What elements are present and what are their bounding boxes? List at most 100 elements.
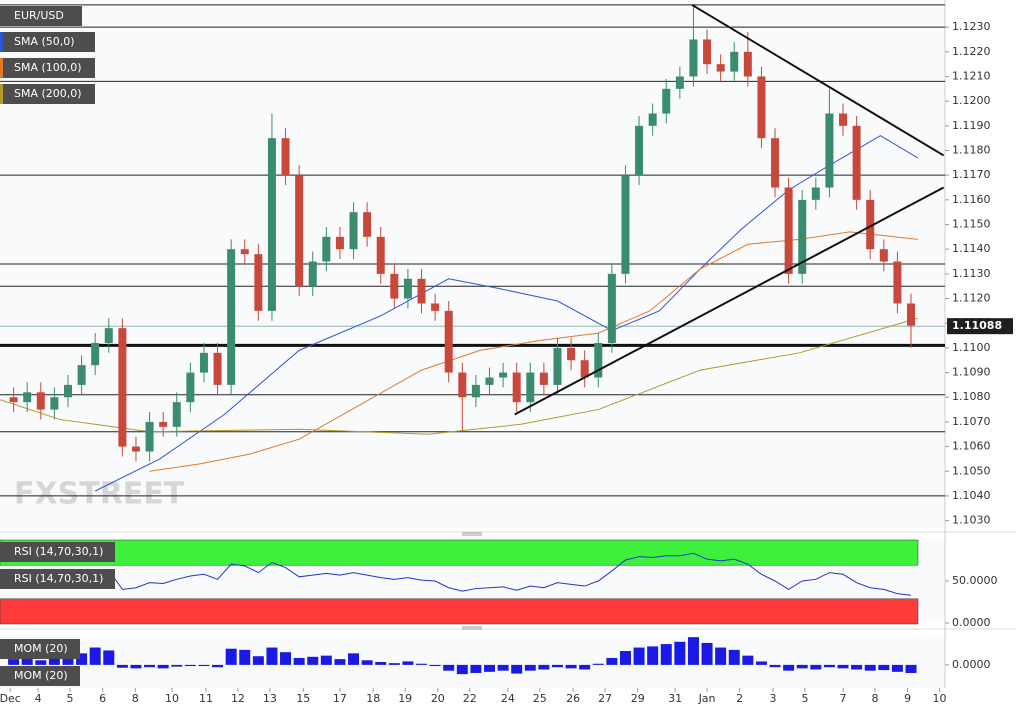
candle-body (567, 347, 576, 361)
candle-body (866, 199, 875, 250)
candle-body (77, 365, 86, 385)
mom-bar (388, 663, 400, 665)
mom-bar (225, 648, 237, 665)
watermark: FXSTREET (14, 477, 185, 512)
mom-bar (742, 655, 754, 665)
candle-body (335, 236, 344, 250)
mom-bar (416, 663, 428, 665)
candle-body (240, 249, 249, 255)
y-tick-label: 1.1080 (952, 390, 991, 403)
candle-body (376, 236, 385, 274)
rsi-zone (0, 598, 919, 625)
x-tick-label: 10 (165, 692, 179, 705)
candle-body (743, 51, 752, 77)
candle-body (295, 175, 304, 287)
candle-body (839, 113, 848, 126)
candle-body (254, 254, 263, 311)
candle-body (825, 113, 834, 188)
legend-label: RSI (14,70,30,1) (14, 545, 103, 558)
mom-bar (280, 652, 292, 665)
y-tick-label: 50.0000 (952, 574, 998, 587)
y-tick-label: 1.1190 (952, 119, 991, 132)
mom-bar (769, 664, 781, 668)
x-tick-label: 15 (296, 692, 310, 705)
mom-bar (157, 664, 169, 669)
x-tick-label: 8 (871, 692, 878, 705)
candle-body (458, 372, 467, 398)
x-tick-label: 29 (631, 692, 645, 705)
mom-bar (701, 642, 713, 665)
last-price-box (947, 318, 1013, 335)
candle-body (907, 303, 916, 326)
mom-bar (511, 664, 523, 674)
mom-bar (891, 664, 903, 672)
candle-body (893, 261, 902, 304)
x-tick-label: 22 (463, 692, 477, 705)
mom-bar (606, 657, 618, 665)
x-tick-label: 24 (501, 692, 515, 705)
y-tick-label: 1.1070 (952, 415, 991, 428)
mom-bar (361, 660, 373, 665)
mom-bar (823, 664, 835, 668)
candle-body (145, 421, 154, 452)
candle-body (267, 138, 276, 311)
candle-body (390, 273, 399, 299)
legend-label: EUR/USD (14, 9, 64, 22)
candle-body (716, 64, 725, 72)
candle-body (852, 125, 861, 200)
mom-bar (755, 661, 767, 665)
mom-bar (402, 661, 414, 665)
legend-box (0, 569, 115, 589)
candle-body (431, 303, 440, 311)
mom-bar (116, 664, 128, 668)
mom-bar (647, 646, 659, 665)
candle-body (281, 138, 290, 176)
candle-body (363, 212, 372, 237)
y-tick-label: 1.1090 (952, 366, 991, 379)
mom-bar (21, 657, 33, 665)
mom-bar (783, 664, 795, 671)
mom-bar (35, 660, 47, 665)
mom-bar (429, 664, 441, 667)
mom-bar (62, 656, 74, 665)
x-tick-label: 10 (933, 692, 947, 705)
candle-body (349, 212, 358, 250)
mom-bar (144, 664, 156, 668)
x-tick-label: 19 (398, 692, 412, 705)
candle-body (594, 342, 603, 378)
legend-box (0, 542, 115, 562)
y-tick-label: 1.1060 (952, 440, 991, 453)
candle-body (811, 187, 820, 200)
y-tick-label: 1.1160 (952, 193, 991, 206)
candle-body (186, 372, 195, 403)
mom-bar (443, 664, 455, 671)
mom-bar (524, 664, 536, 671)
mom-bar (497, 664, 509, 671)
y-tick-label: 1.1030 (952, 514, 991, 527)
rsi-zone (0, 539, 919, 566)
mom-bar (252, 656, 264, 665)
mom-bar (592, 663, 604, 665)
legend-box (0, 32, 95, 52)
x-tick-label: 5 (801, 692, 808, 705)
y-tick-label: 0.0000 (952, 616, 991, 629)
candle-body (308, 261, 317, 287)
x-tick-label: 7 (840, 692, 847, 705)
trendline (514, 186, 945, 416)
x-tick-label: 31 (668, 692, 682, 705)
candle-body (526, 372, 535, 403)
sma-line (94, 135, 919, 492)
candle-body (9, 397, 18, 403)
sma-line (0, 317, 918, 435)
x-tick-label: 3 (769, 692, 776, 705)
candle-body (662, 88, 671, 114)
candle-body (213, 352, 222, 385)
candle-body (675, 76, 684, 89)
legend-label: MOM (20) (14, 642, 68, 655)
mom-bar (266, 647, 278, 665)
mom-bar (48, 657, 60, 665)
mom-bar (483, 664, 495, 672)
x-tick-label: 12 (231, 692, 245, 705)
mom-bar (212, 664, 224, 668)
